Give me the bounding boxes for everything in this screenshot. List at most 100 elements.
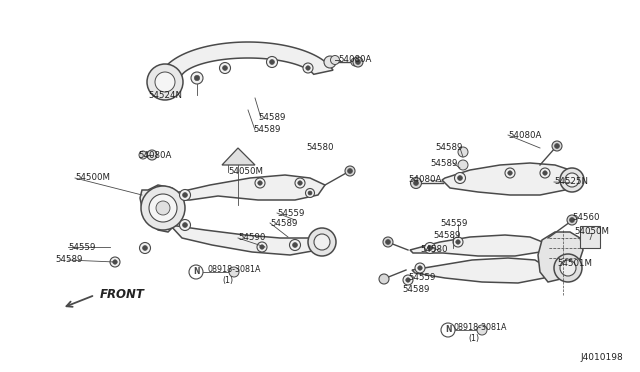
Circle shape xyxy=(257,242,267,252)
Circle shape xyxy=(554,144,559,148)
Text: (1): (1) xyxy=(468,334,479,343)
Polygon shape xyxy=(170,225,325,255)
Text: 54560: 54560 xyxy=(572,214,600,222)
Text: 54080A: 54080A xyxy=(408,176,442,185)
Circle shape xyxy=(139,151,147,159)
Circle shape xyxy=(403,275,413,285)
Circle shape xyxy=(223,65,227,70)
Circle shape xyxy=(269,60,275,64)
Circle shape xyxy=(308,191,312,195)
Circle shape xyxy=(143,246,147,250)
Circle shape xyxy=(406,278,410,282)
Polygon shape xyxy=(222,148,255,165)
Circle shape xyxy=(554,254,582,282)
Circle shape xyxy=(345,166,355,176)
Circle shape xyxy=(330,55,339,64)
Circle shape xyxy=(410,177,422,189)
Polygon shape xyxy=(412,258,548,283)
Text: 54589: 54589 xyxy=(433,231,460,241)
Circle shape xyxy=(156,201,170,215)
Circle shape xyxy=(560,168,584,192)
Circle shape xyxy=(182,193,188,198)
Circle shape xyxy=(195,75,200,81)
Circle shape xyxy=(415,263,425,273)
Text: 54524N: 54524N xyxy=(148,90,182,99)
Circle shape xyxy=(113,260,117,264)
Text: 54589: 54589 xyxy=(430,158,458,167)
Text: 54050M: 54050M xyxy=(574,228,609,237)
Polygon shape xyxy=(410,235,545,256)
Text: 54080A: 54080A xyxy=(138,151,172,160)
Text: 54590: 54590 xyxy=(238,234,266,243)
Circle shape xyxy=(182,222,188,227)
Text: 54589: 54589 xyxy=(253,125,280,135)
Circle shape xyxy=(383,237,393,247)
Text: 54501M: 54501M xyxy=(557,259,592,267)
Text: (1): (1) xyxy=(222,276,233,285)
Text: 54080A: 54080A xyxy=(338,55,371,64)
Circle shape xyxy=(540,168,550,178)
Circle shape xyxy=(353,57,363,67)
Circle shape xyxy=(266,57,278,67)
Circle shape xyxy=(255,178,265,188)
Polygon shape xyxy=(161,42,333,76)
Circle shape xyxy=(298,181,302,185)
Text: 7: 7 xyxy=(588,232,593,241)
Text: 08918-3081A: 08918-3081A xyxy=(207,266,260,275)
Circle shape xyxy=(454,173,465,183)
Circle shape xyxy=(570,218,575,222)
Text: 54050M: 54050M xyxy=(228,167,263,176)
Circle shape xyxy=(306,66,310,70)
Circle shape xyxy=(149,194,177,222)
Circle shape xyxy=(441,323,455,337)
Text: 54589: 54589 xyxy=(435,144,462,153)
Text: N: N xyxy=(193,267,199,276)
Circle shape xyxy=(110,257,120,267)
Circle shape xyxy=(477,325,487,335)
Circle shape xyxy=(458,147,468,157)
Text: 54559: 54559 xyxy=(408,273,435,282)
Circle shape xyxy=(303,63,313,73)
Circle shape xyxy=(308,228,336,256)
Circle shape xyxy=(355,60,360,64)
Circle shape xyxy=(289,240,301,250)
Polygon shape xyxy=(442,163,575,195)
Text: 54589: 54589 xyxy=(402,285,429,295)
Circle shape xyxy=(141,186,185,230)
Circle shape xyxy=(567,215,577,225)
Polygon shape xyxy=(175,175,325,200)
Circle shape xyxy=(543,171,547,175)
Text: 54080A: 54080A xyxy=(508,131,541,140)
Text: 54589: 54589 xyxy=(55,256,83,264)
Circle shape xyxy=(413,180,419,186)
Circle shape xyxy=(505,168,515,178)
Circle shape xyxy=(424,243,435,253)
Circle shape xyxy=(458,160,468,170)
Circle shape xyxy=(229,267,239,277)
Circle shape xyxy=(560,260,576,276)
Circle shape xyxy=(260,245,264,249)
Text: 54589: 54589 xyxy=(258,113,285,122)
Polygon shape xyxy=(538,232,583,282)
Text: 54525N: 54525N xyxy=(554,177,588,186)
Circle shape xyxy=(305,189,314,198)
Circle shape xyxy=(179,189,191,201)
Circle shape xyxy=(324,56,336,68)
Circle shape xyxy=(456,240,460,244)
Circle shape xyxy=(147,150,157,160)
Text: 54500M: 54500M xyxy=(75,173,110,183)
Circle shape xyxy=(147,64,183,100)
Polygon shape xyxy=(140,185,180,232)
Circle shape xyxy=(220,62,230,74)
Text: N: N xyxy=(445,326,451,334)
Circle shape xyxy=(292,243,298,247)
Circle shape xyxy=(179,219,191,231)
Text: 54559: 54559 xyxy=(440,219,467,228)
Circle shape xyxy=(351,58,359,66)
Text: 54559: 54559 xyxy=(277,208,305,218)
Text: 08918-3081A: 08918-3081A xyxy=(453,324,506,333)
Circle shape xyxy=(191,72,203,84)
Circle shape xyxy=(552,141,562,151)
Circle shape xyxy=(155,72,175,92)
Circle shape xyxy=(189,265,203,279)
